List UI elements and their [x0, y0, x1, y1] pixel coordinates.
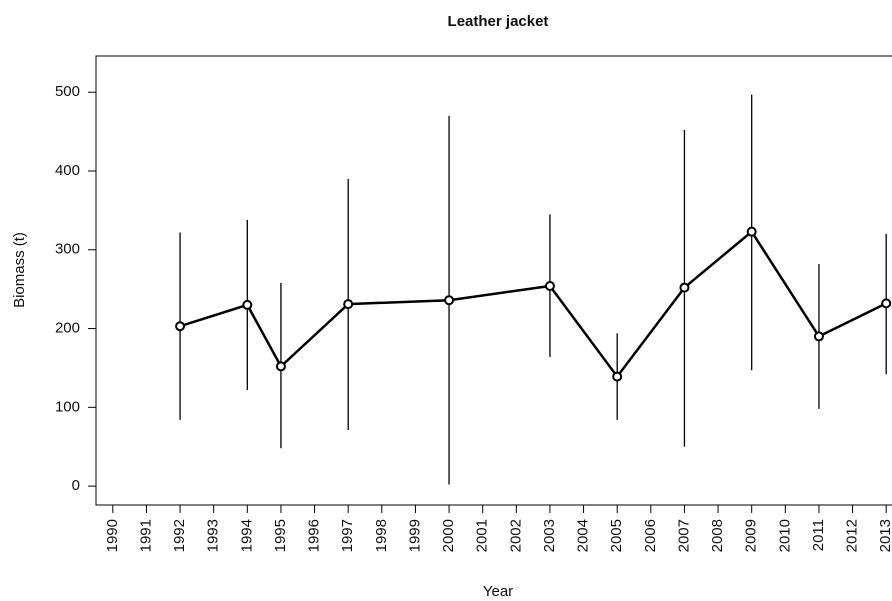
x-tick-label: 1998 — [373, 519, 390, 552]
x-tick-label: 1993 — [205, 519, 222, 552]
data-point — [544, 281, 555, 292]
x-tick-label: 2012 — [844, 519, 861, 552]
plot-frame — [95, 55, 892, 506]
data-point — [444, 295, 455, 306]
x-tick-label: 1992 — [171, 519, 188, 552]
y-tick-label: 500 — [55, 83, 80, 100]
data-point — [813, 331, 824, 342]
x-tick-label: 2006 — [642, 519, 659, 552]
data-point — [175, 321, 186, 332]
x-tick-label: 1994 — [238, 519, 255, 552]
data-point — [242, 299, 253, 310]
x-tick-label: 1997 — [339, 519, 356, 552]
x-tick-label: 2008 — [709, 519, 726, 552]
x-tick-label: 2005 — [608, 519, 625, 552]
x-tick-label: 1990 — [104, 519, 121, 552]
data-point — [881, 298, 892, 309]
x-tick-label: 2003 — [541, 519, 558, 552]
y-tick-label: 100 — [55, 398, 80, 415]
x-tick-label: 2013 — [877, 519, 892, 552]
x-tick-label: 1996 — [306, 519, 323, 552]
x-tick-label: 1991 — [137, 519, 154, 552]
x-tick-label: 1995 — [272, 519, 289, 552]
x-axis-label: Year — [483, 583, 513, 600]
x-tick-label: 2001 — [474, 519, 491, 552]
x-tick-label: 2004 — [575, 519, 592, 552]
x-tick-label: 2000 — [440, 519, 457, 552]
data-point — [275, 361, 286, 372]
y-axis-label: Biomass (t) — [11, 232, 28, 308]
y-tick-label: 400 — [55, 162, 80, 179]
data-line — [179, 229, 887, 379]
data-point — [343, 299, 354, 310]
y-tick-label: 300 — [55, 241, 80, 258]
x-tick-label: 1999 — [406, 519, 423, 552]
x-tick-label: 2002 — [507, 519, 524, 552]
x-tick-label: 2007 — [675, 519, 692, 552]
data-point — [612, 371, 623, 382]
x-tick-label: 2010 — [776, 519, 793, 552]
chart-title: Leather jacket — [448, 13, 549, 30]
x-tick-label: 2009 — [743, 519, 760, 552]
x-tick-label: 2011 — [810, 519, 827, 551]
y-tick-label: 200 — [55, 320, 80, 337]
data-point — [679, 282, 690, 293]
y-tick-label: 0 — [72, 477, 80, 494]
data-point — [746, 226, 757, 237]
